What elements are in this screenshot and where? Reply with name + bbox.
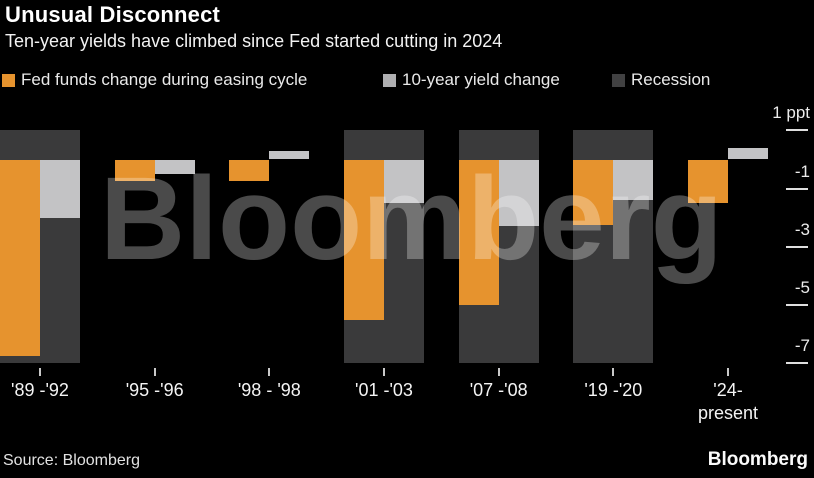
x-axis-label: '19 -'20 [553, 379, 673, 402]
x-axis-label-line: '01 -'03 [355, 380, 413, 400]
bar-ten-year-yield [498, 159, 539, 227]
bar-ten-year-yield [269, 150, 310, 160]
chart-title: Unusual Disconnect [5, 2, 221, 27]
x-axis-label-line: '07 -'08 [469, 380, 528, 400]
x-axis-label: '89 -'92 [0, 379, 100, 402]
bar-ten-year-yield [384, 159, 424, 204]
x-axis-label: '95 -'96 [95, 379, 215, 402]
bar-fed-funds [114, 159, 155, 182]
bloomberg-logo: Bloomberg [707, 449, 808, 470]
bar-ten-year-yield [728, 147, 769, 160]
x-axis-label: '01 -'03 [324, 379, 444, 402]
recession-swatch-icon [612, 73, 625, 87]
x-axis-tick [727, 368, 730, 376]
legend-item-fed-funds: Fed funds change during easing cycle [2, 70, 307, 90]
x-axis-tick [612, 368, 615, 376]
bar-ten-year-yield [154, 159, 195, 175]
y-axis-label: -3 [794, 219, 810, 239]
y-axis-tick [786, 304, 808, 307]
ten-year-swatch-icon [383, 73, 396, 87]
x-axis-label-line: '19 -'20 [584, 380, 643, 400]
bar-ten-year-yield [613, 159, 654, 201]
legend-label: Fed funds change during easing cycle [21, 70, 308, 89]
y-axis-tick [786, 129, 808, 132]
y-axis-tick [786, 362, 808, 365]
y-axis-label: 1 ppt [772, 103, 810, 123]
legend-label: Recession [631, 70, 711, 89]
y-axis-tick [786, 187, 808, 190]
bar-fed-funds [229, 159, 270, 182]
x-axis-label-line: '89 -'92 [11, 380, 69, 400]
bar-ten-year-yield [40, 159, 80, 218]
x-axis-label-line: '24- [713, 380, 743, 400]
bar-fed-funds [458, 159, 499, 306]
x-axis-label: '98 - '98 [209, 379, 329, 402]
fed-funds-swatch-icon [2, 73, 15, 87]
x-axis-tick [153, 368, 156, 376]
legend-item-recession: Recession [612, 70, 710, 90]
y-axis-tick [786, 245, 808, 248]
bar-fed-funds [0, 159, 40, 357]
y-axis-label: -7 [794, 336, 810, 356]
source-note: Source: Bloomberg [3, 452, 140, 469]
x-axis-label-line: present [697, 403, 759, 423]
x-axis-label-line: '95 -'96 [125, 380, 184, 400]
bar-fed-funds [344, 159, 384, 320]
chart-subtitle: Ten-year yields have climbed since Fed s… [5, 31, 503, 51]
x-axis-tick [39, 368, 41, 376]
x-axis-label: '07 -'08 [439, 379, 559, 402]
y-axis-label: -1 [794, 161, 810, 181]
x-axis-tick [268, 368, 271, 376]
legend-label: 10-year yield change [402, 70, 560, 89]
y-axis-label: -5 [794, 278, 810, 298]
bar-fed-funds [573, 159, 614, 226]
x-axis-label: '24- present [668, 379, 788, 425]
x-axis-tick [383, 368, 385, 376]
x-axis-label-line: '98 - '98 [237, 380, 301, 400]
x-axis-tick [497, 368, 500, 376]
bar-fed-funds [688, 159, 729, 204]
legend-item-ten-year: 10-year yield change [383, 70, 560, 90]
